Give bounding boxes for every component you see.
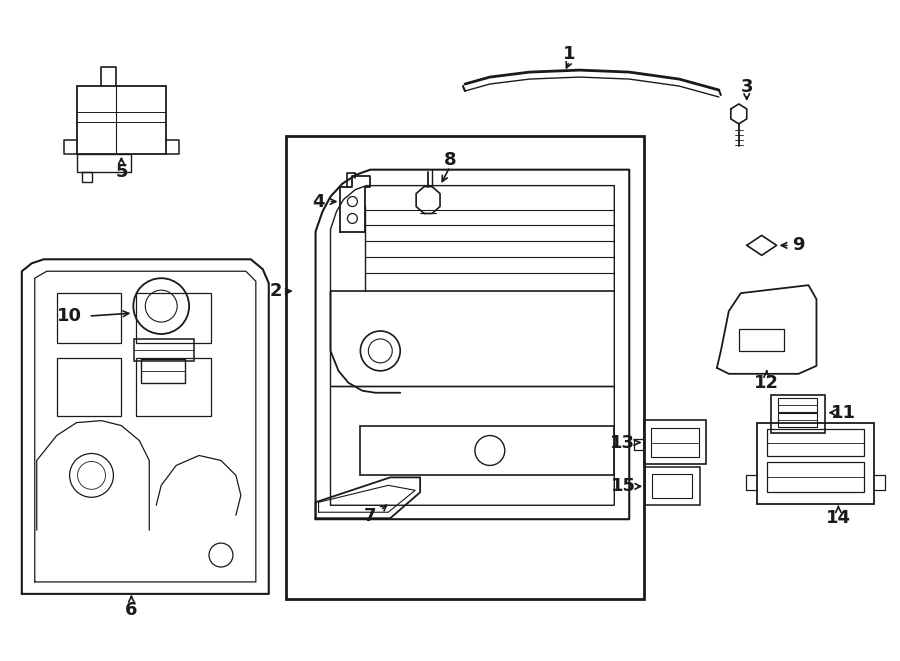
Text: 15: 15: [611, 477, 635, 495]
Bar: [652, 475, 692, 498]
Text: 3: 3: [741, 78, 753, 96]
Bar: [136, 358, 211, 416]
Text: 8: 8: [444, 151, 456, 169]
Bar: [57, 358, 122, 416]
Bar: [767, 428, 864, 457]
Bar: [141, 359, 185, 383]
Text: 5: 5: [115, 163, 128, 180]
Bar: [757, 422, 874, 504]
Bar: [76, 154, 131, 172]
Bar: [739, 329, 784, 351]
Bar: [778, 398, 817, 412]
Bar: [360, 426, 615, 475]
Text: 13: 13: [610, 434, 634, 451]
Text: 4: 4: [312, 192, 325, 211]
Bar: [778, 412, 817, 426]
Bar: [57, 293, 122, 343]
Bar: [76, 86, 166, 154]
Text: 2: 2: [269, 282, 282, 300]
Text: 9: 9: [792, 237, 805, 254]
Text: 1: 1: [563, 45, 576, 63]
Text: 7: 7: [364, 507, 376, 525]
Text: 6: 6: [125, 601, 138, 619]
Bar: [644, 420, 706, 465]
Bar: [285, 136, 644, 599]
Bar: [770, 395, 825, 432]
Bar: [645, 467, 700, 505]
Text: 12: 12: [754, 373, 779, 392]
Text: 14: 14: [826, 509, 850, 527]
Bar: [136, 293, 211, 343]
Text: 10: 10: [57, 307, 82, 325]
Bar: [652, 428, 699, 457]
Bar: [767, 463, 864, 492]
Bar: [134, 339, 194, 361]
Text: 11: 11: [831, 404, 856, 422]
